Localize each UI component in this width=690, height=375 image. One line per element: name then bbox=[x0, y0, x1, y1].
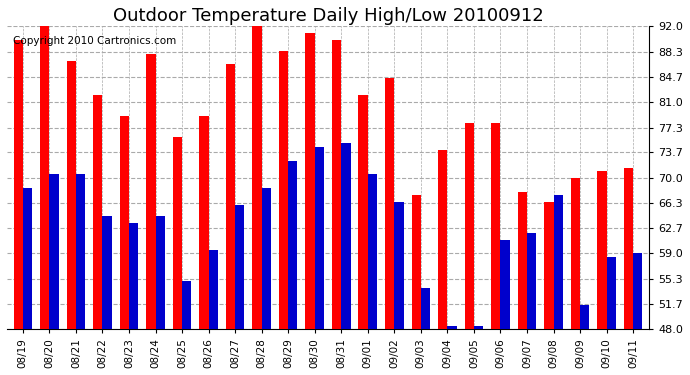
Bar bbox=[146, 54, 155, 375]
Bar bbox=[172, 136, 182, 375]
Bar bbox=[76, 174, 85, 375]
Bar bbox=[624, 168, 633, 375]
Bar bbox=[208, 250, 218, 375]
Bar bbox=[288, 160, 297, 375]
Bar bbox=[332, 40, 342, 375]
Bar bbox=[253, 27, 262, 375]
Bar bbox=[474, 326, 483, 375]
Bar bbox=[226, 64, 235, 375]
Bar bbox=[394, 202, 404, 375]
Bar bbox=[50, 174, 59, 375]
Bar bbox=[607, 257, 616, 375]
Bar bbox=[119, 116, 129, 375]
Bar bbox=[421, 288, 430, 375]
Bar bbox=[571, 178, 580, 375]
Bar bbox=[491, 123, 500, 375]
Bar bbox=[306, 33, 315, 375]
Bar bbox=[411, 195, 421, 375]
Bar bbox=[67, 61, 76, 375]
Bar bbox=[553, 195, 563, 375]
Title: Outdoor Temperature Daily High/Low 20100912: Outdoor Temperature Daily High/Low 20100… bbox=[112, 7, 543, 25]
Bar bbox=[598, 171, 607, 375]
Bar bbox=[102, 216, 112, 375]
Text: Copyright 2010 Cartronics.com: Copyright 2010 Cartronics.com bbox=[13, 36, 177, 46]
Bar bbox=[359, 95, 368, 375]
Bar bbox=[279, 51, 288, 375]
Bar bbox=[182, 281, 191, 375]
Bar bbox=[438, 150, 447, 375]
Bar bbox=[447, 326, 457, 375]
Bar bbox=[500, 240, 510, 375]
Bar bbox=[155, 216, 165, 375]
Bar bbox=[14, 40, 23, 375]
Bar bbox=[129, 222, 138, 375]
Bar bbox=[368, 174, 377, 375]
Bar bbox=[235, 206, 244, 375]
Bar bbox=[262, 188, 271, 375]
Bar bbox=[342, 143, 351, 375]
Bar bbox=[527, 233, 536, 375]
Bar bbox=[199, 116, 208, 375]
Bar bbox=[23, 188, 32, 375]
Bar bbox=[633, 254, 642, 375]
Bar bbox=[385, 78, 394, 375]
Bar bbox=[93, 95, 102, 375]
Bar bbox=[580, 305, 589, 375]
Bar bbox=[464, 123, 474, 375]
Bar bbox=[518, 192, 527, 375]
Bar bbox=[315, 147, 324, 375]
Bar bbox=[544, 202, 553, 375]
Bar bbox=[40, 27, 50, 375]
